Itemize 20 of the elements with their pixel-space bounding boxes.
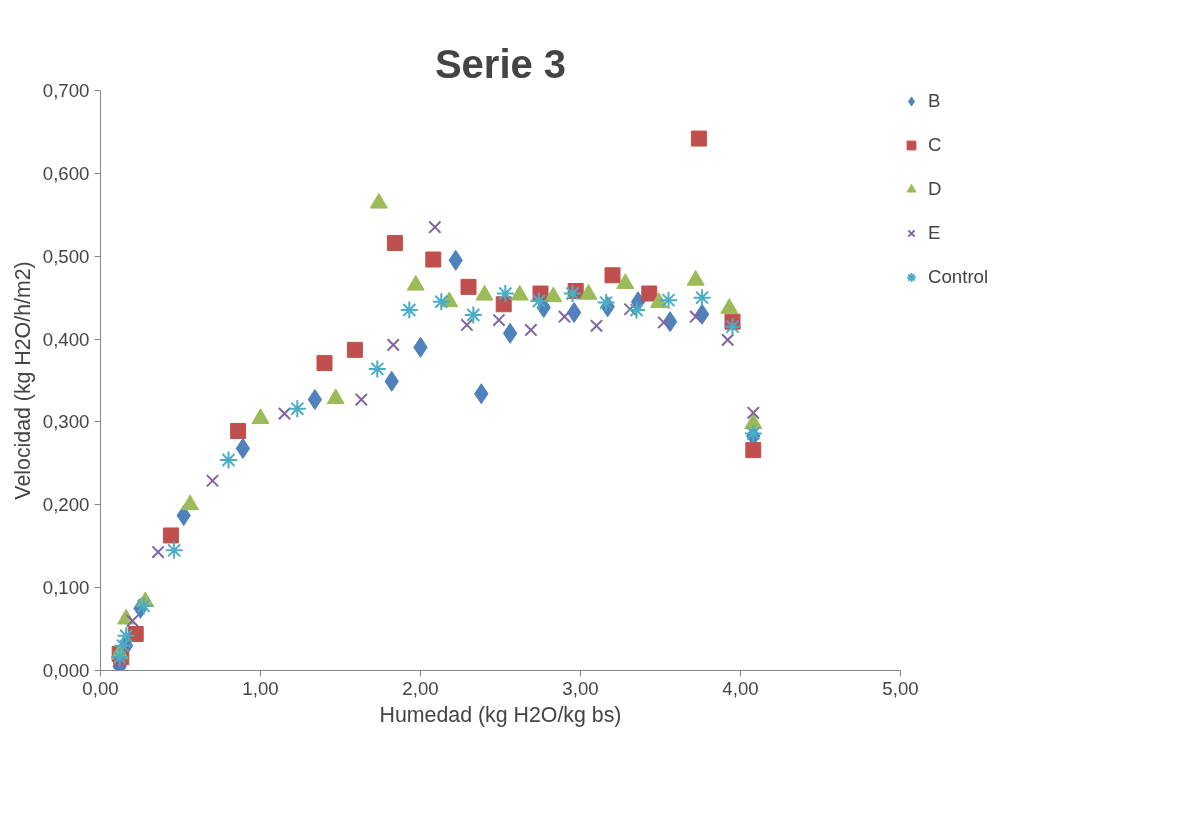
x-tick-label: 5,00: [882, 677, 919, 699]
legend-label: B: [928, 90, 942, 112]
x-axis-title: Humedad (kg H2O/kg bs): [379, 702, 622, 727]
chart-title: Serie 3: [434, 41, 567, 86]
y-axis-title: Velocidad (kg H2O/h/m2): [10, 261, 35, 500]
legend-label: Control: [928, 266, 989, 288]
y-tick-label: 0,700: [42, 80, 90, 101]
y-tick-label: 0,500: [42, 245, 90, 267]
x-tick-label: 1,00: [242, 677, 279, 699]
legend-label: D: [928, 178, 943, 200]
y-tick-label: 0,100: [42, 577, 90, 599]
legend-label: C: [928, 134, 943, 156]
x-tick-label: 3,00: [562, 677, 599, 699]
x-tick-label: 4,00: [722, 677, 759, 699]
y-tick-label: 0,300: [42, 411, 90, 433]
legend-label: E: [928, 222, 942, 244]
y-tick-label: 0,600: [42, 162, 90, 184]
y-tick-label: 0,400: [42, 328, 90, 350]
x-tick-label: 2,00: [402, 677, 439, 699]
y-tick-label: 0,200: [42, 494, 90, 516]
